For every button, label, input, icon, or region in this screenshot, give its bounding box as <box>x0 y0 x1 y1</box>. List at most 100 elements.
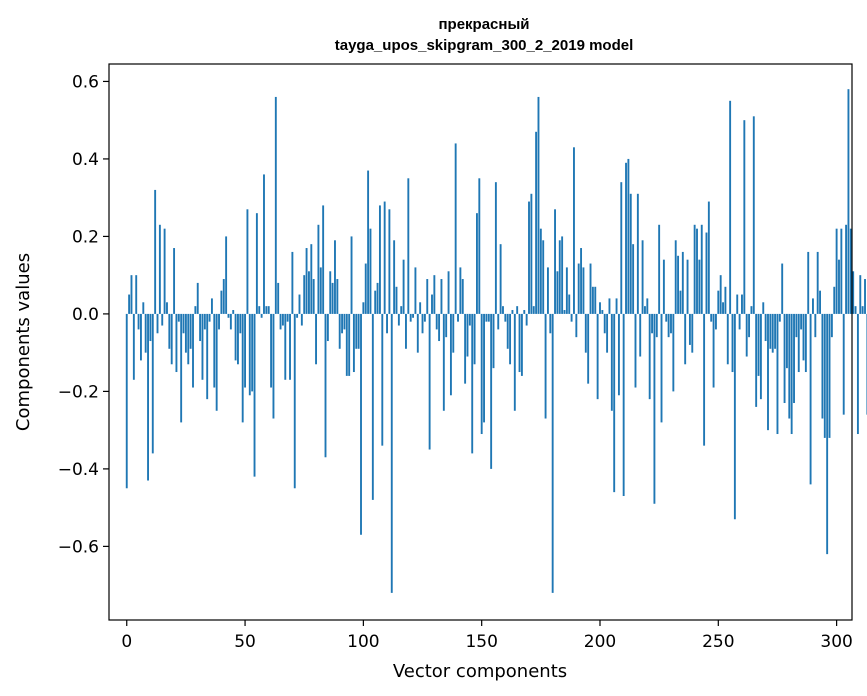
bar <box>800 313 803 330</box>
bar <box>407 178 410 314</box>
bar <box>852 271 855 314</box>
bar <box>291 251 294 314</box>
bar <box>253 313 256 477</box>
y-tick-label: −0.4 <box>58 460 99 480</box>
bar <box>182 313 185 334</box>
y-tick-label: −0.2 <box>58 382 99 402</box>
bar <box>140 313 142 361</box>
bar <box>237 313 239 365</box>
bar <box>239 313 242 334</box>
bar <box>175 313 178 373</box>
bar <box>833 286 836 314</box>
bar <box>506 313 509 349</box>
bar <box>334 240 336 314</box>
bar <box>655 313 658 338</box>
bar <box>651 313 653 334</box>
bar <box>352 313 355 373</box>
bar <box>615 298 618 314</box>
bar <box>483 313 485 423</box>
bar <box>698 259 701 314</box>
bar <box>215 313 218 411</box>
bar <box>563 310 566 314</box>
bar <box>445 313 448 338</box>
y-tick-label: 0.6 <box>72 72 99 92</box>
bar <box>672 313 675 392</box>
x-axis-label: Vector components <box>393 661 567 682</box>
bar <box>431 294 433 314</box>
bar <box>759 313 762 400</box>
bar <box>156 313 159 334</box>
bar <box>625 162 627 314</box>
bar <box>828 313 831 438</box>
bar <box>717 290 720 314</box>
bar <box>703 313 706 446</box>
bar <box>381 313 384 446</box>
bar <box>383 201 386 314</box>
bar <box>629 193 632 314</box>
bar <box>210 298 213 314</box>
bar <box>180 313 183 423</box>
bar <box>617 313 620 396</box>
bar <box>658 224 661 314</box>
bar <box>814 313 817 338</box>
bar <box>565 267 568 314</box>
bar <box>433 275 436 314</box>
bar <box>310 244 313 314</box>
bar <box>587 313 590 384</box>
bar <box>244 313 246 388</box>
bar <box>395 286 398 314</box>
bar <box>161 313 164 326</box>
bar <box>584 313 587 353</box>
bar <box>480 313 483 435</box>
bar <box>229 313 232 330</box>
bar <box>783 313 786 404</box>
bar <box>577 263 580 314</box>
x-tick-label: 150 <box>465 632 497 652</box>
bar <box>390 313 393 593</box>
bar <box>386 313 388 334</box>
bar <box>639 313 642 357</box>
bar <box>232 310 235 314</box>
bar <box>662 259 665 314</box>
bar <box>603 313 606 334</box>
bar <box>575 313 578 338</box>
bar <box>241 313 244 423</box>
bar <box>762 302 765 314</box>
bar <box>393 240 396 314</box>
bar <box>338 313 341 349</box>
bar <box>854 306 857 314</box>
bar <box>199 313 202 342</box>
bar <box>168 313 171 349</box>
bar <box>274 96 277 314</box>
bar <box>374 290 377 314</box>
bar <box>187 313 190 365</box>
bar <box>357 313 360 349</box>
bar <box>345 313 348 376</box>
bar <box>412 313 415 318</box>
bar <box>378 205 381 314</box>
bar <box>319 267 322 314</box>
bar <box>362 302 365 314</box>
bar <box>298 294 301 314</box>
bar <box>135 275 138 314</box>
bar <box>364 263 367 314</box>
bar <box>222 279 225 314</box>
bar <box>355 313 358 349</box>
bar <box>300 313 303 326</box>
bar <box>632 244 635 314</box>
bar <box>471 313 474 454</box>
bar <box>184 313 187 353</box>
bar <box>270 313 273 388</box>
bar <box>360 313 362 535</box>
bar <box>809 313 812 485</box>
bar <box>821 313 824 419</box>
bar <box>279 313 282 330</box>
bar <box>142 302 145 314</box>
bar <box>513 313 516 411</box>
bar <box>251 313 254 392</box>
bar <box>681 251 684 314</box>
bar <box>679 290 682 314</box>
bar <box>177 313 180 322</box>
bar <box>591 286 594 314</box>
bar <box>203 313 206 330</box>
